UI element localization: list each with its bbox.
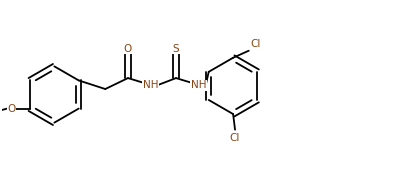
Text: S: S xyxy=(173,44,179,54)
Text: Cl: Cl xyxy=(250,39,260,49)
Text: NH: NH xyxy=(143,80,158,90)
Text: O: O xyxy=(7,104,15,114)
Text: O: O xyxy=(124,44,132,54)
Text: Cl: Cl xyxy=(230,133,240,143)
Text: NH: NH xyxy=(191,80,206,90)
